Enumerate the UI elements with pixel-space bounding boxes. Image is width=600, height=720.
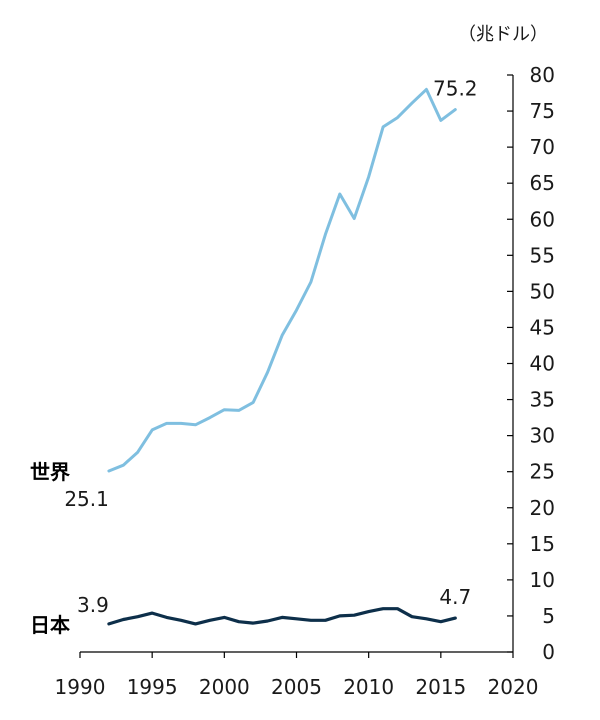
series-line-world	[107, 87, 457, 473]
x-tick-label: 2020	[488, 675, 539, 699]
y-tick-label: 30	[530, 424, 555, 448]
y-tick-label: 0	[542, 640, 555, 664]
y-tick-label: 25	[530, 460, 555, 484]
series-layer	[107, 87, 457, 626]
series-name-label: 世界	[30, 460, 70, 484]
start-value-label: 25.1	[64, 487, 109, 511]
y-tick-label: 60	[530, 207, 555, 231]
y-tick-label: 10	[530, 568, 555, 592]
x-tick-label: 2000	[199, 675, 250, 699]
end-value-label: 4.7	[439, 585, 471, 609]
y-tick-label: 80	[530, 63, 555, 87]
series-name-label: 日本	[30, 613, 70, 637]
y-tick-label: 5	[542, 604, 555, 628]
y-tick-label: 40	[530, 352, 555, 376]
y-tick-label: 15	[530, 532, 555, 556]
y-tick-label: 55	[530, 243, 555, 267]
y-tick-label: 75	[530, 99, 555, 123]
y-tick-label: 50	[530, 279, 555, 303]
unit-label: （兆ドル）	[458, 24, 548, 45]
start-value-label: 3.9	[77, 593, 109, 617]
labels-layer: 世界 25.1 75.2 日本 3.9 4.7	[30, 77, 478, 637]
x-tick-label: 2015	[415, 675, 466, 699]
y-tick-label: 70	[530, 135, 555, 159]
y-tick-label: 45	[530, 315, 555, 339]
series-line-japan	[107, 607, 457, 626]
end-value-label: 75.2	[433, 77, 478, 101]
y-tick-label: 35	[530, 388, 555, 412]
x-tick-label: 2005	[271, 675, 322, 699]
x-tick-label: 1995	[127, 675, 178, 699]
y-tick-label: 20	[530, 496, 555, 520]
y-tick-label: 65	[530, 171, 555, 195]
x-tick-label: 2010	[343, 675, 394, 699]
x-tick-label: 1990	[55, 675, 106, 699]
